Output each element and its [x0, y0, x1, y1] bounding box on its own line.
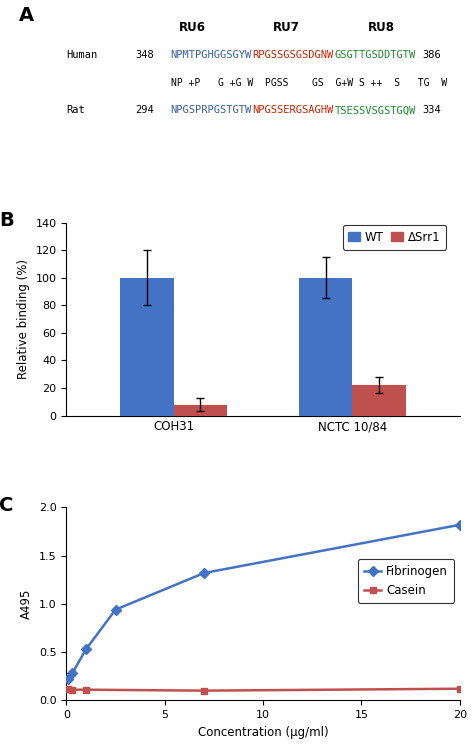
- Casein: [201, 686, 207, 695]
- Casein: [457, 684, 463, 694]
- Y-axis label: Relative binding (%): Relative binding (%): [17, 259, 30, 379]
- Text: A: A: [19, 6, 34, 25]
- Casein: [65, 684, 71, 694]
- Bar: [299, 278, 353, 416]
- Text: 348: 348: [135, 50, 154, 59]
- Text: TSESSVSGSTGQW: TSESSVSGSTGQW: [335, 105, 416, 115]
- Legend: WT, ΔSrr1: WT, ΔSrr1: [343, 224, 446, 249]
- Text: Human: Human: [66, 50, 98, 59]
- Y-axis label: A495: A495: [20, 589, 33, 619]
- Fibrinogen: [457, 520, 463, 529]
- Fibrinogen: [83, 645, 89, 654]
- Text: B: B: [0, 211, 14, 230]
- Text: RU7: RU7: [273, 21, 300, 34]
- Text: RU6: RU6: [179, 21, 206, 34]
- Line: Fibrinogen: Fibrinogen: [65, 521, 463, 682]
- Text: 334: 334: [422, 105, 441, 115]
- Bar: [120, 278, 173, 416]
- Text: RU8: RU8: [368, 21, 394, 34]
- Fibrinogen: [65, 675, 71, 684]
- Bar: [173, 404, 228, 416]
- Fibrinogen: [113, 605, 118, 614]
- Legend: Fibrinogen, Casein: Fibrinogen, Casein: [358, 559, 454, 602]
- Fibrinogen: [201, 569, 207, 578]
- Text: NPGSPRPGSTGTW: NPGSPRPGSTGTW: [171, 105, 252, 115]
- Bar: [353, 386, 406, 416]
- Text: NP +P   G +G W  PGSS    GS  G+W S ++  S   TG  W: NP +P G +G W PGSS GS G+W S ++ S TG W: [171, 78, 447, 87]
- Text: NPMTPGHGGSGYW: NPMTPGHGGSGYW: [171, 50, 252, 59]
- Fibrinogen: [69, 669, 75, 678]
- Text: Rat: Rat: [66, 105, 85, 115]
- Text: RPGSSGSGSDGNW: RPGSSGSGSDGNW: [253, 50, 334, 59]
- Line: Casein: Casein: [65, 685, 463, 694]
- Casein: [69, 685, 75, 694]
- X-axis label: Concentration (µg/ml): Concentration (µg/ml): [198, 726, 328, 739]
- Text: GSGTTGSDDTGTW: GSGTTGSDDTGTW: [335, 50, 416, 59]
- Text: 386: 386: [422, 50, 441, 59]
- Text: 294: 294: [135, 105, 154, 115]
- Text: NPGSSERGSAGHW: NPGSSERGSAGHW: [253, 105, 334, 115]
- Casein: [83, 685, 89, 694]
- Text: C: C: [0, 496, 14, 515]
